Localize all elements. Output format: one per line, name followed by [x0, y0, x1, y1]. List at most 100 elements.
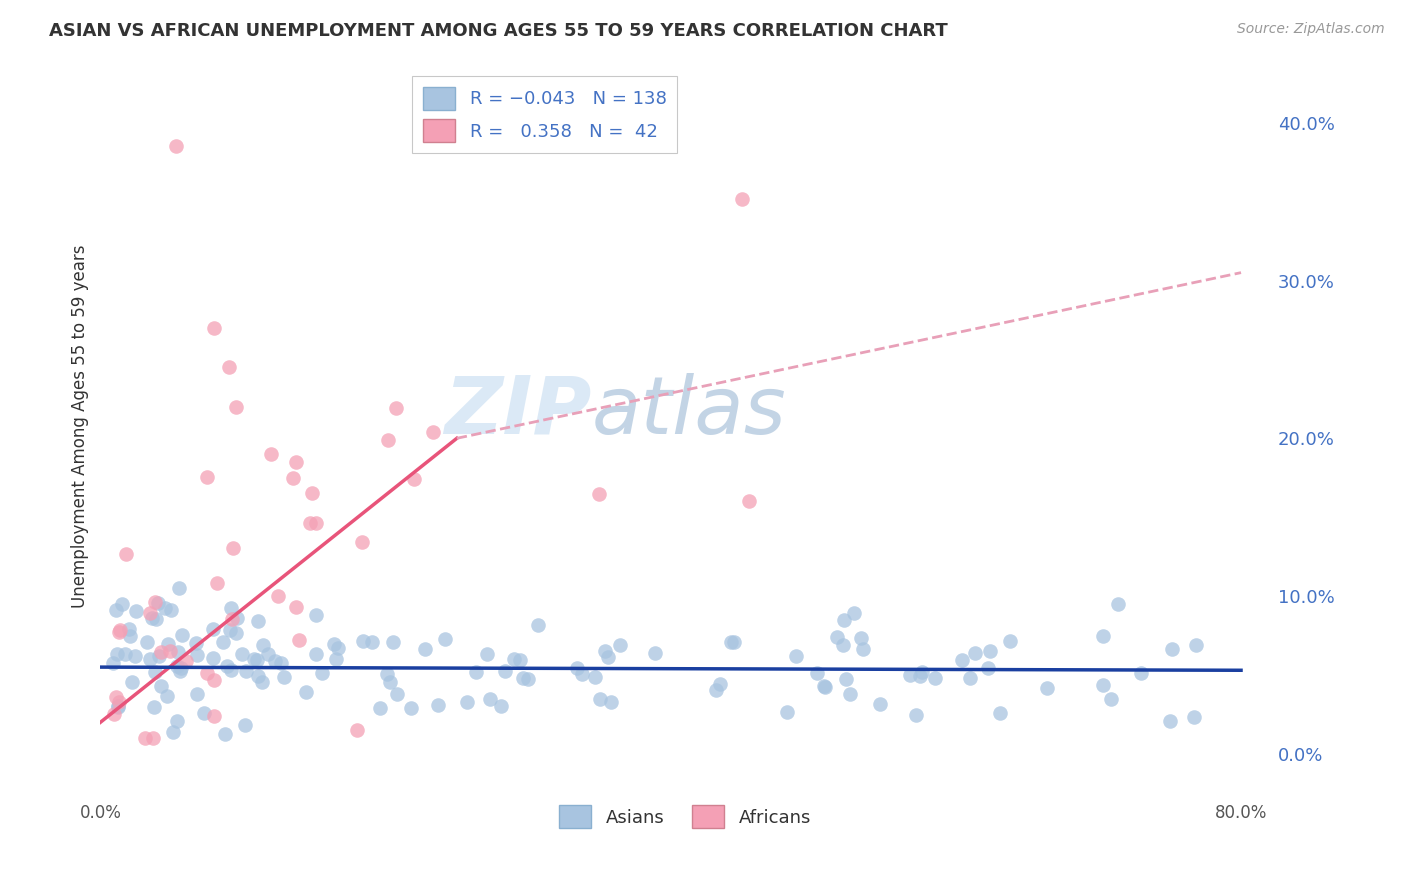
Point	[195, 470, 218, 484]
Point	[104, 603, 127, 617]
Point	[377, 667, 399, 681]
Point	[835, 673, 858, 687]
Point	[141, 611, 163, 625]
Text: ASIAN VS AFRICAN UNEMPLOYMENT AMONG AGES 55 TO 59 YEARS CORRELATION CHART: ASIAN VS AFRICAN UNEMPLOYMENT AMONG AGES…	[49, 22, 948, 40]
Point	[270, 656, 292, 670]
Text: ZIP: ZIP	[444, 373, 592, 450]
Point	[202, 673, 225, 688]
Point	[965, 646, 987, 660]
Point	[1182, 710, 1205, 724]
Point	[165, 139, 187, 153]
Point	[125, 604, 148, 618]
Point	[148, 648, 170, 663]
Point	[193, 706, 215, 721]
Point	[831, 639, 853, 653]
Point	[464, 665, 486, 680]
Point	[235, 665, 257, 679]
Point	[413, 642, 436, 657]
Point	[806, 666, 828, 681]
Point	[121, 674, 143, 689]
Point	[225, 400, 247, 414]
Point	[169, 661, 191, 675]
Point	[166, 658, 188, 673]
Point	[814, 680, 837, 694]
Point	[588, 692, 610, 706]
Point	[738, 494, 761, 508]
Point	[583, 670, 606, 684]
Point	[104, 690, 127, 705]
Point	[1036, 681, 1059, 696]
Point	[149, 645, 172, 659]
Point	[990, 706, 1012, 720]
Point	[225, 626, 247, 640]
Point	[1000, 634, 1022, 648]
Point	[959, 671, 981, 685]
Point	[250, 674, 273, 689]
Point	[284, 455, 307, 469]
Point	[264, 654, 287, 668]
Point	[243, 651, 266, 665]
Point	[212, 635, 235, 649]
Point	[704, 683, 727, 698]
Point	[489, 699, 512, 714]
Point	[218, 360, 240, 375]
Point	[256, 647, 278, 661]
Point	[108, 625, 131, 640]
Point	[1092, 678, 1115, 692]
Point	[977, 661, 1000, 675]
Point	[402, 472, 425, 486]
Point	[202, 709, 225, 723]
Point	[195, 665, 218, 680]
Point	[288, 632, 311, 647]
Point	[399, 701, 422, 715]
Point	[852, 642, 875, 657]
Point	[387, 687, 409, 701]
Point	[110, 624, 132, 638]
Point	[509, 653, 531, 667]
Point	[588, 486, 610, 500]
Point	[838, 687, 860, 701]
Point	[162, 724, 184, 739]
Point	[221, 612, 243, 626]
Point	[135, 635, 157, 649]
Point	[381, 635, 404, 649]
Point	[105, 647, 128, 661]
Point	[377, 434, 399, 448]
Point	[323, 637, 346, 651]
Point	[813, 679, 835, 693]
Point	[434, 632, 457, 646]
Point	[571, 667, 593, 681]
Point	[904, 708, 927, 723]
Point	[385, 401, 408, 416]
Point	[924, 671, 946, 685]
Point	[202, 650, 225, 665]
Point	[361, 634, 384, 648]
Point	[174, 654, 197, 668]
Point	[869, 697, 891, 711]
Point	[325, 651, 347, 665]
Point	[139, 652, 162, 666]
Point	[281, 471, 304, 485]
Point	[142, 731, 165, 745]
Text: Source: ZipAtlas.com: Source: ZipAtlas.com	[1237, 22, 1385, 37]
Point	[166, 714, 188, 728]
Point	[219, 623, 242, 637]
Point	[247, 614, 270, 628]
Point	[107, 699, 129, 714]
Point	[124, 649, 146, 664]
Point	[155, 601, 177, 615]
Point	[299, 516, 322, 530]
Point	[427, 698, 450, 712]
Point	[111, 597, 134, 611]
Point	[479, 691, 502, 706]
Point	[170, 628, 193, 642]
Point	[114, 647, 136, 661]
Point	[142, 700, 165, 714]
Point	[120, 629, 142, 643]
Point	[222, 541, 245, 556]
Y-axis label: Unemployment Among Ages 55 to 59 years: Unemployment Among Ages 55 to 59 years	[72, 244, 89, 608]
Point	[609, 638, 631, 652]
Point	[842, 606, 865, 620]
Point	[107, 698, 129, 713]
Point	[304, 608, 326, 623]
